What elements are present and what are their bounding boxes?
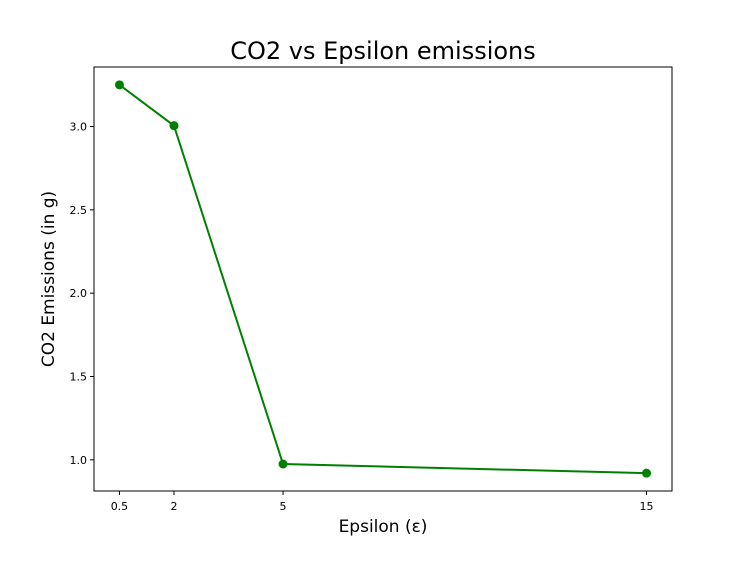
y-tick-label: 1.5 <box>70 371 88 384</box>
series-line <box>118 84 647 475</box>
data-point <box>114 80 124 90</box>
x-tick-label: 15 <box>640 500 654 513</box>
data-point <box>169 121 179 131</box>
x-tick-label: 0.5 <box>111 500 129 513</box>
y-tick-label: 3.0 <box>70 121 88 134</box>
x-axis-label: Epsilon (ε) <box>339 517 428 537</box>
x-axis: 0.5 2 5 15 <box>111 491 654 513</box>
y-tick-label: 2.0 <box>70 287 88 300</box>
plot-area <box>93 66 673 492</box>
data-point <box>642 468 652 478</box>
y-tick-label: 2.5 <box>70 204 88 217</box>
y-tick-label: 1.0 <box>70 454 88 467</box>
plot-frame <box>93 66 673 492</box>
y-axis-label: CO2 Emissions (in g) <box>39 191 59 367</box>
chart-title: CO2 vs Epsilon emissions <box>230 37 536 65</box>
x-tick-label: 2 <box>170 500 177 513</box>
data-point <box>278 459 288 469</box>
y-axis: 1.0 1.5 2.0 2.5 3.0 <box>70 121 94 467</box>
x-tick-label: 5 <box>280 500 287 513</box>
series-layer <box>114 80 652 478</box>
